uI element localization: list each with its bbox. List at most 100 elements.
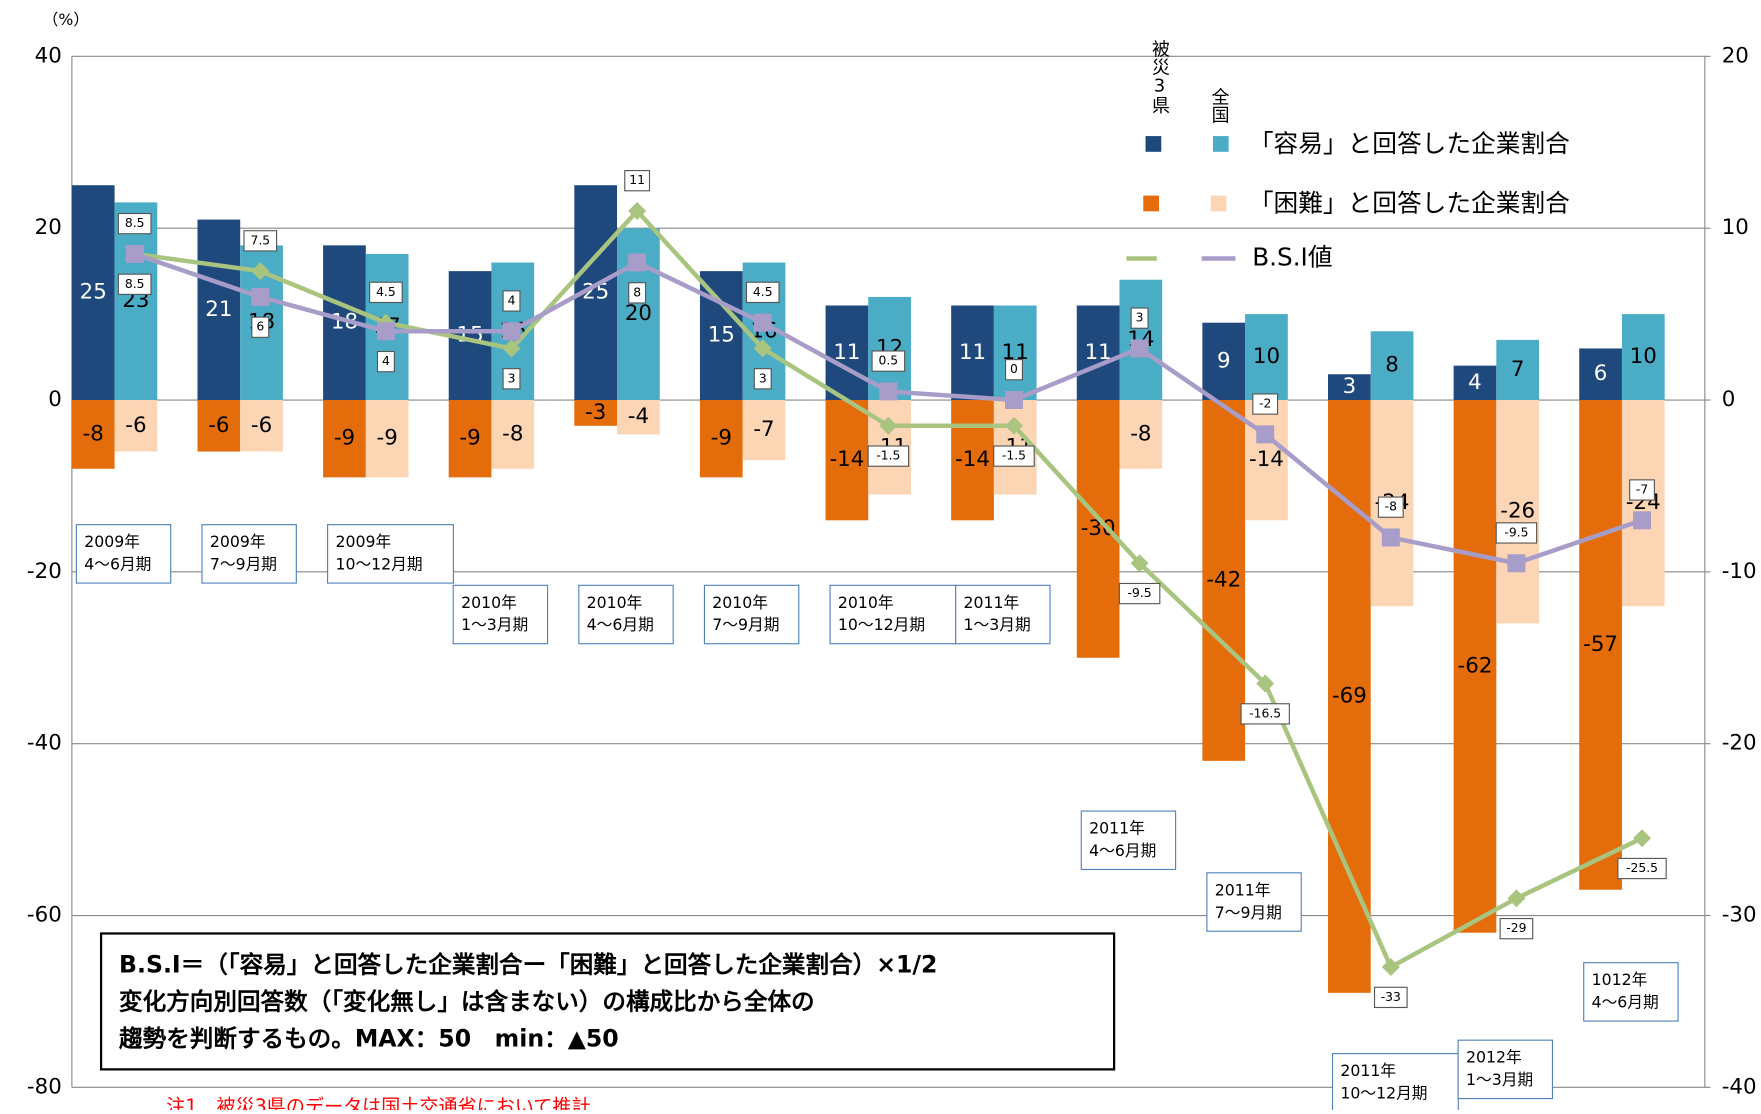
bar <box>1328 374 1371 401</box>
category-box <box>201 524 297 584</box>
category-box <box>829 584 957 645</box>
bar-value-label: -6 <box>125 413 146 438</box>
category-box <box>578 584 674 645</box>
x-tick-label: 1〜3月期 <box>1466 1070 1533 1089</box>
bar <box>617 400 660 435</box>
label-box <box>1499 917 1534 940</box>
category-box <box>703 584 800 645</box>
y2-tick-label: 10 <box>1722 215 1749 240</box>
bar-value-label: -14 <box>829 447 864 472</box>
bar <box>825 305 869 401</box>
category-box <box>327 524 454 584</box>
label-box <box>1629 479 1655 501</box>
bar <box>1579 348 1622 401</box>
line-value-label: -7 <box>1629 479 1655 501</box>
line-value-label: -29 <box>1499 917 1534 940</box>
line-value-label: 8 <box>628 282 647 304</box>
label-box <box>251 316 270 338</box>
line-value-label: 0 <box>1004 359 1023 381</box>
bar <box>1621 400 1665 607</box>
line-value-text: -29 <box>1506 921 1526 935</box>
x-tick-label: 4〜6月期 <box>1089 841 1156 860</box>
line-value-text: 4.5 <box>376 285 396 299</box>
marker <box>753 313 772 332</box>
line-value-text: 8 <box>633 285 641 299</box>
category-box <box>75 524 172 584</box>
category-box <box>1080 810 1177 871</box>
line-value-label: 8.5 <box>117 212 152 235</box>
bar-value-label: 4 <box>1468 370 1482 395</box>
line-value-label: -1.5 <box>867 445 910 467</box>
line-value-text: 3 <box>508 371 516 385</box>
bar-value-label: -9 <box>334 426 355 451</box>
line-value-text: -8 <box>1385 500 1397 514</box>
marker <box>1130 339 1149 358</box>
line-value-label: -9.5 <box>1495 522 1538 544</box>
bar <box>1496 400 1540 624</box>
line-value-text: -2 <box>1259 397 1271 411</box>
x-tick-label: 2011年 <box>1215 880 1271 899</box>
line-value-label: 6 <box>251 316 270 338</box>
x-tick-label: 1〜3月期 <box>964 615 1031 634</box>
bar <box>448 400 492 478</box>
x-tick-label: 2010年 <box>587 593 643 612</box>
marker <box>1381 528 1400 547</box>
bar <box>1496 339 1540 401</box>
y2-tick-label: -30 <box>1722 903 1757 928</box>
bar <box>742 400 786 461</box>
marker <box>125 244 144 263</box>
label-box <box>753 368 772 390</box>
marker <box>879 382 898 401</box>
bar <box>1202 322 1246 401</box>
label-box <box>1617 857 1667 880</box>
line-value-text: -25.5 <box>1626 861 1658 875</box>
bar-value-label: -4 <box>628 404 649 429</box>
line-value-label: 3 <box>502 368 521 390</box>
bar-value-label: -69 <box>1332 683 1367 708</box>
line-value-label: -2 <box>1252 393 1279 415</box>
x-tick-label: 2009年 <box>335 532 391 551</box>
label-box <box>502 368 521 390</box>
line-value-text: -1.5 <box>1002 449 1026 463</box>
marker <box>1256 425 1275 444</box>
bar <box>197 219 241 401</box>
x-tick-label: 2011年 <box>964 593 1020 612</box>
x-tick-label: 2012年 <box>1466 1048 1522 1067</box>
marker <box>502 322 521 341</box>
marker <box>1633 829 1652 848</box>
bar <box>365 400 409 478</box>
bar <box>699 400 743 478</box>
y-tick-label: -20 <box>27 559 62 584</box>
line-value-text: 4 <box>508 293 516 307</box>
footnote: 注1 被災3県のデータは国土交通省において推計 <box>166 1095 590 1110</box>
marker <box>628 202 647 220</box>
marker <box>376 322 395 341</box>
category-box <box>955 584 1051 645</box>
label-box <box>1004 359 1023 381</box>
bar <box>491 400 535 469</box>
x-tick-label: 10〜12月期 <box>1340 1084 1427 1103</box>
x-tick-label: 2010年 <box>838 593 894 612</box>
bar-value-label: 10 <box>1253 344 1280 369</box>
line-value-text: 11 <box>629 173 645 187</box>
bar-value-label: -26 <box>1500 499 1535 524</box>
line-value-label: -25.5 <box>1617 857 1667 880</box>
line-value-label: 3 <box>1130 307 1149 329</box>
y-tick-label: 0 <box>48 387 62 412</box>
legend-entry: B.S.I値 <box>1252 243 1332 272</box>
bar-value-label: 6 <box>1594 361 1608 386</box>
x-tick-label: 10〜12月期 <box>335 555 422 574</box>
label-box <box>1495 522 1538 544</box>
label-box <box>1373 986 1408 1009</box>
bar <box>1119 400 1163 469</box>
bar-value-label: 8 <box>1385 353 1399 378</box>
x-tick-label: 2011年 <box>1340 1061 1396 1080</box>
label-box <box>871 350 906 372</box>
line-value-label: 0.5 <box>871 350 906 372</box>
bar-value-label: -9 <box>459 426 480 451</box>
bar <box>1076 305 1120 401</box>
y2-tick-label: -10 <box>1722 559 1757 584</box>
bar-value-label: -8 <box>83 421 104 446</box>
line-value-text: 8.5 <box>125 277 145 291</box>
category-box <box>1583 962 1679 1022</box>
